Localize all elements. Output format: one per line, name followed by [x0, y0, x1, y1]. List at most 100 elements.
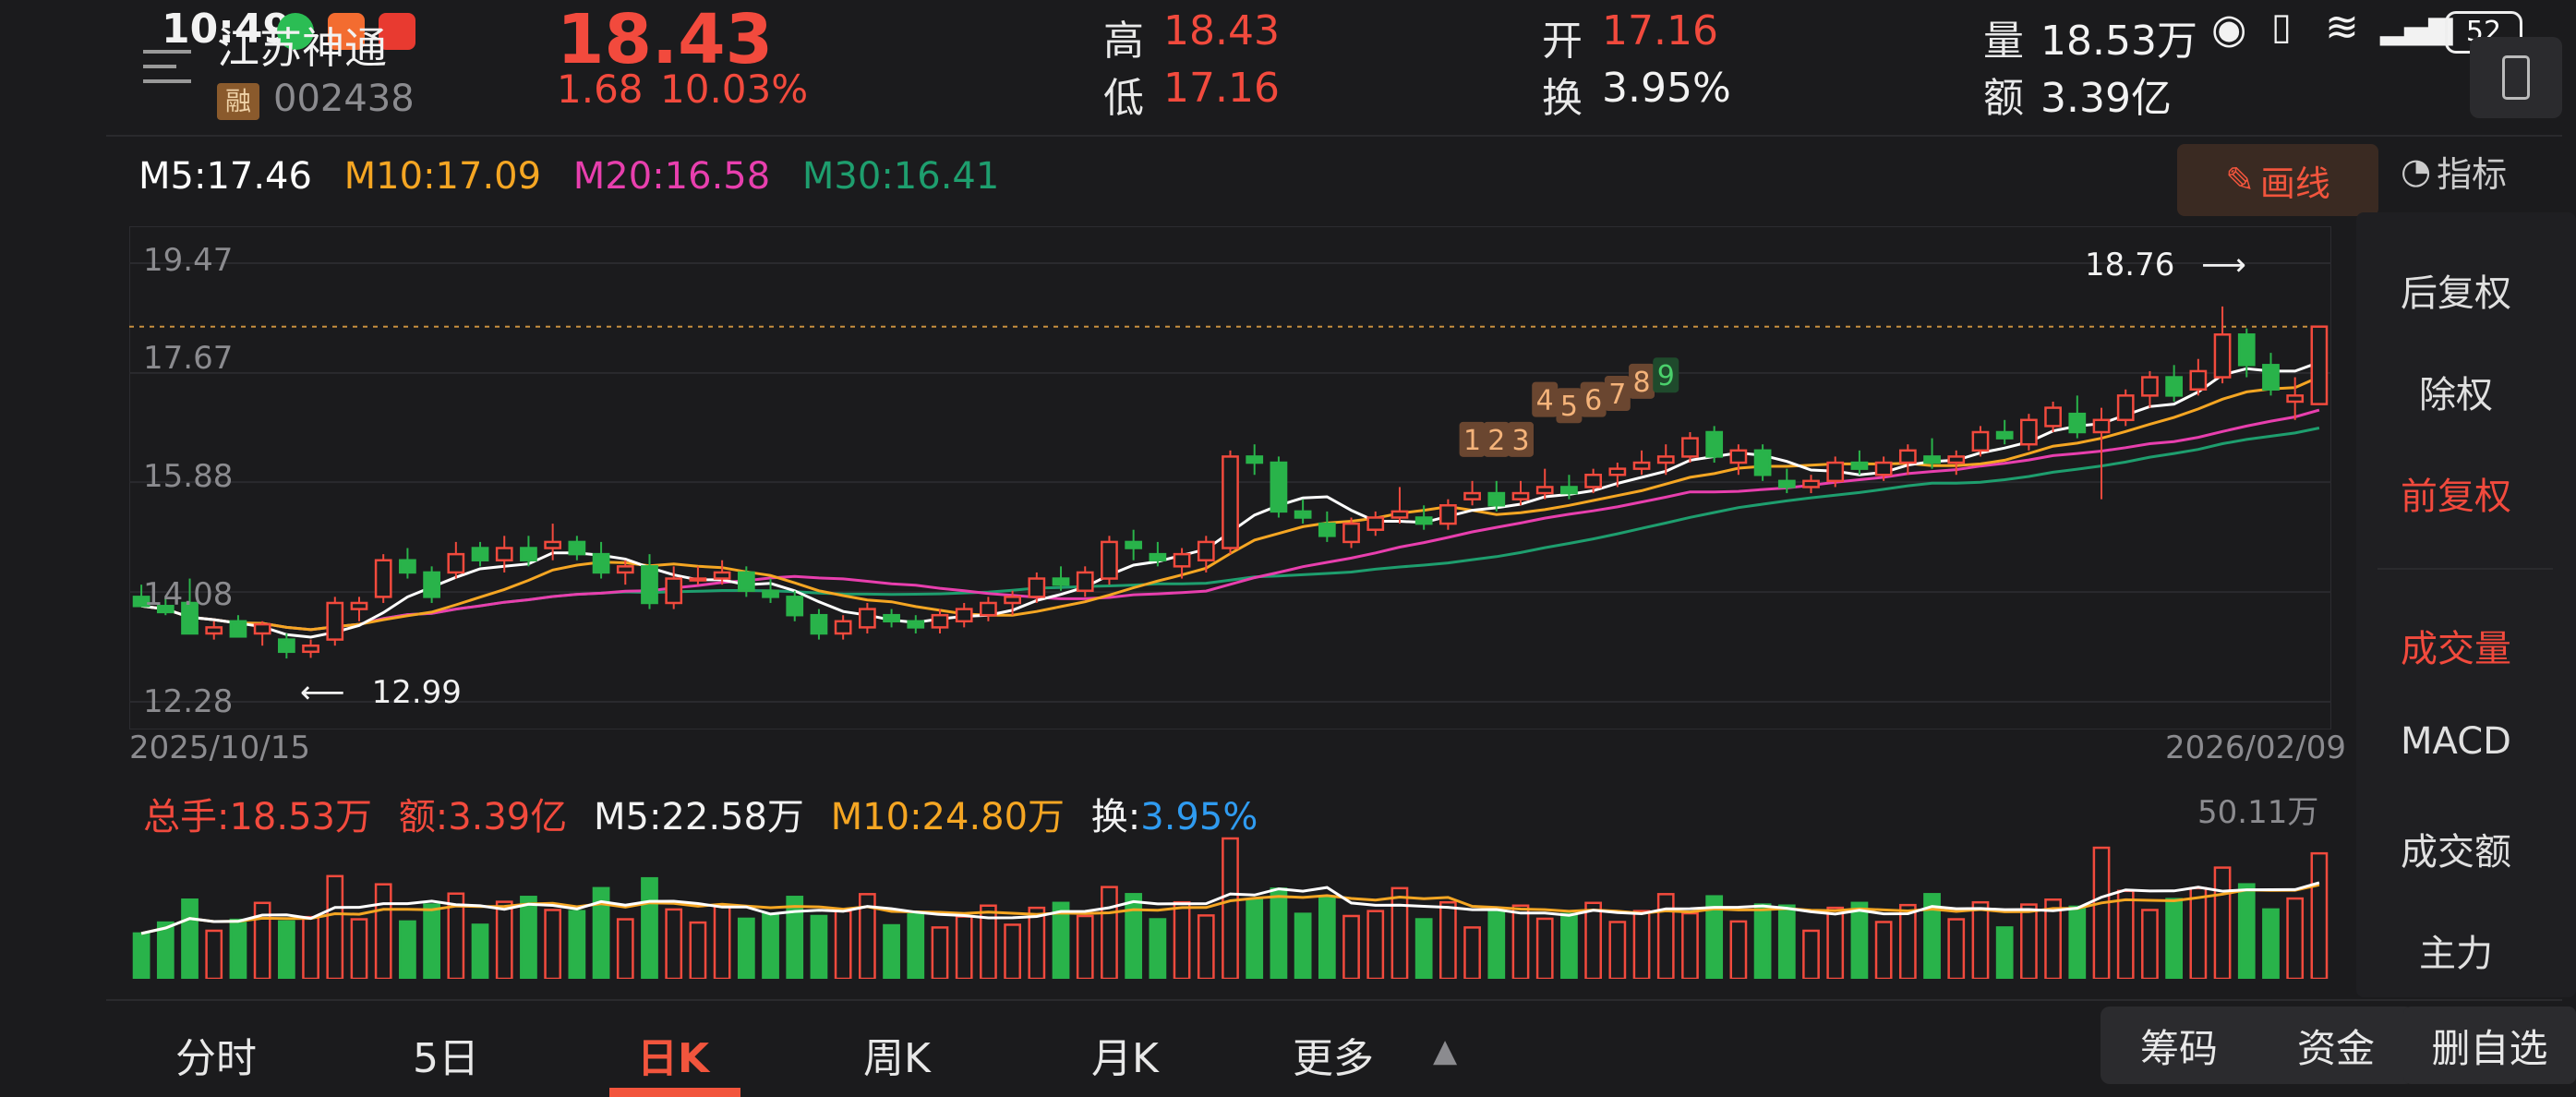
side-menu-backward-adjust[interactable]: 后复权: [2401, 272, 2511, 315]
capital-flow-button[interactable]: 资金: [2257, 1007, 2414, 1084]
side-menu-main-capital-indicator[interactable]: 主力: [2419, 933, 2493, 975]
candle-body: [1995, 430, 2014, 440]
volume-m10: M10:24.80万: [830, 796, 1065, 838]
volume-chart[interactable]: [129, 831, 2331, 979]
candle-body: [1560, 486, 1578, 495]
volume-bar: [156, 921, 175, 979]
volume-bar: [447, 892, 465, 979]
candle-body: [302, 644, 319, 654]
volume-bar: [229, 918, 247, 979]
candle-body: [810, 613, 828, 635]
td-count-label: 9: [1657, 360, 1675, 392]
volume-bar: [1995, 926, 2014, 979]
td-count-label: 8: [1633, 367, 1651, 399]
volume-bar: [931, 926, 949, 979]
td-count-bg: [1629, 363, 1655, 399]
volume-bar: [1414, 918, 1433, 979]
volume-axis-max: 50.11万: [2197, 794, 2319, 831]
side-menu-macd-indicator[interactable]: MACD: [2401, 720, 2511, 763]
volume-bar: [665, 908, 683, 979]
candle-body: [229, 620, 247, 638]
volume-bar: [2044, 898, 2062, 979]
volume-bar: [132, 932, 150, 979]
tab-intraday[interactable]: 分时: [175, 1035, 257, 1082]
side-menu-volume-indicator[interactable]: 成交量: [2401, 628, 2511, 670]
volume-bar: [350, 918, 368, 979]
volume-bar: [1463, 926, 1481, 979]
menu-icon[interactable]: [143, 46, 191, 83]
more-arrow-icon[interactable]: ▲: [1433, 1032, 1458, 1069]
volume-bar: [205, 929, 223, 979]
landscape-toggle-button[interactable]: [2470, 37, 2562, 118]
volume-bar: [374, 883, 392, 979]
volume-bar: [1584, 901, 1603, 979]
volume-bar: [1971, 900, 1990, 979]
signal-icon: ▂▄▆: [2380, 9, 2453, 46]
volume-bar: [277, 920, 295, 979]
volume-bar: [2141, 909, 2159, 979]
volume-bar: [1004, 923, 1021, 979]
arrow-right-icon: ⟶: [2201, 247, 2246, 283]
candle-body: [689, 577, 707, 582]
volume-bar: [689, 921, 707, 979]
candle-body: [1971, 430, 1990, 452]
side-menu-ex-rights[interactable]: 除权: [2419, 374, 2493, 416]
price-axis-label: 14.08: [143, 576, 234, 613]
volume-bar: [2165, 898, 2184, 979]
td-count-label: 7: [1608, 379, 1626, 411]
volume-bar: [423, 903, 440, 979]
candle-body: [1874, 461, 1893, 476]
stock-name: 江苏神通: [217, 23, 387, 73]
side-menu-divider: [2377, 568, 2553, 570]
tab-5day[interactable]: 5日: [413, 1035, 479, 1082]
draw-line-button[interactable]: ✎ 画线: [2177, 144, 2378, 216]
indicator-button[interactable]: ◔ 指标: [2401, 148, 2562, 195]
open-label: 开: [1542, 18, 1583, 65]
td-count-bg: [1508, 421, 1535, 457]
tab-monthly-k[interactable]: 月K: [1091, 1035, 1159, 1082]
volume-bar: [2213, 866, 2232, 979]
remove-watchlist-button[interactable]: 删自选: [2403, 1007, 2576, 1084]
candle-body: [423, 571, 440, 598]
price-axis-label: 17.67: [143, 340, 234, 377]
volume-bar: [883, 923, 900, 979]
high-value: 18.43: [1163, 7, 1280, 54]
candlestick-chart[interactable]: 1 2 34 5 6 7 8 9: [129, 226, 2331, 729]
ma20-label: M20:16.58: [572, 155, 771, 198]
ma30-label: M30:16.41: [801, 155, 1000, 198]
candle-body: [471, 547, 489, 561]
candle-body: [2237, 333, 2256, 367]
high-annotation: 18.76 ⟶: [2085, 247, 2246, 283]
tab-weekly-k[interactable]: 周K: [863, 1035, 931, 1082]
candle-body: [1511, 491, 1530, 500]
volume-bar: [1246, 898, 1264, 979]
volume-amount: 额:3.39亿: [398, 796, 568, 838]
volume-bar: [2310, 851, 2329, 979]
amount-value: 3.39亿: [2040, 75, 2172, 122]
candle-body: [1270, 461, 1288, 513]
candle-body: [955, 608, 973, 623]
td-count-marker: 2: [1483, 421, 1510, 457]
side-menu-forward-adjust[interactable]: 前复权: [2401, 476, 2511, 518]
td-count-bg: [1580, 381, 1607, 417]
candle-body: [1004, 596, 1021, 605]
candle-body: [1414, 516, 1433, 525]
candle-body: [616, 565, 634, 574]
td-count-marker: 7: [1604, 376, 1631, 412]
volume-bar: [1656, 893, 1675, 979]
chip-distribution-button[interactable]: 筹码: [2101, 1007, 2257, 1084]
td-count-label: 2: [1487, 425, 1505, 457]
tab-more[interactable]: 更多: [1293, 1035, 1374, 1082]
volume-bar: [1125, 893, 1143, 979]
high-annotation-value: 18.76: [2085, 247, 2175, 283]
td-count-bg: [1532, 381, 1559, 417]
volume-bar: [1705, 895, 1724, 979]
volume-bar: [834, 910, 852, 979]
side-menu-amount-indicator[interactable]: 成交额: [2401, 831, 2511, 874]
volume-bar: [1608, 921, 1627, 979]
candle-body: [350, 601, 368, 610]
candle-body: [1705, 430, 1724, 458]
tab-daily-k[interactable]: 日K: [637, 1035, 710, 1082]
price-axis-label: 19.47: [143, 242, 234, 279]
indicator-label: 指标: [2437, 153, 2508, 195]
